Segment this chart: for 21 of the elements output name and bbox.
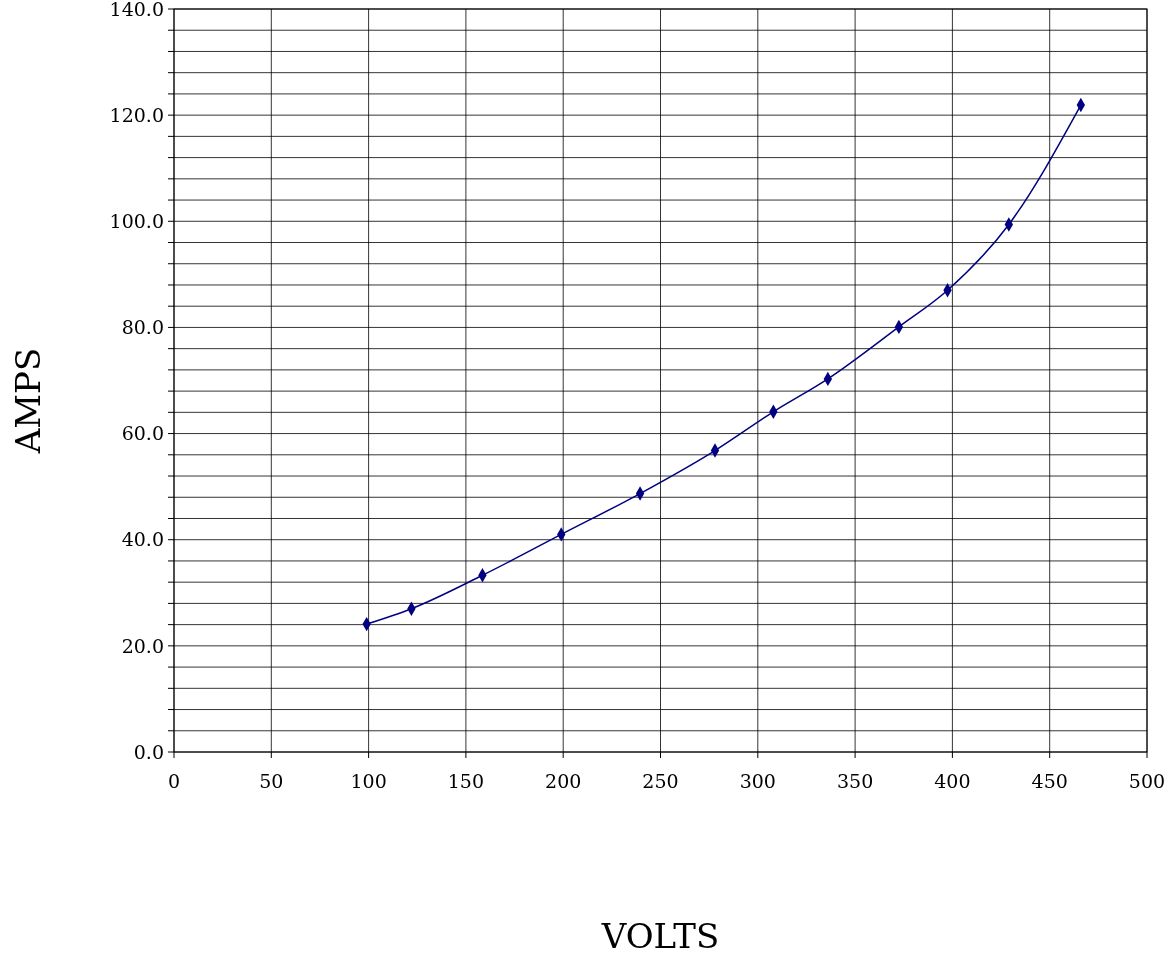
y-tick-label: 80.0 [121, 316, 164, 339]
x-tick-label: 150 [447, 770, 485, 792]
y-tick-label: 0.0 [133, 740, 164, 763]
y-tick-label: 120.0 [109, 103, 164, 126]
y-tick-label: 100.0 [109, 209, 164, 232]
x-tick-label: 450 [1031, 770, 1068, 792]
y-tick-label: 60.0 [121, 422, 164, 445]
y-tick-label: 140.0 [109, 0, 164, 20]
x-axis-title: VOLTS [600, 916, 720, 955]
y-axis-title: AMPS [8, 347, 48, 455]
x-tick-label: 100 [350, 770, 387, 792]
x-tick-label: 250 [642, 770, 679, 792]
x-tick-label: 300 [739, 770, 776, 792]
x-tick-label: 50 [259, 770, 284, 792]
y-tick-label: 40.0 [121, 528, 164, 551]
x-tick-label: 200 [545, 770, 582, 792]
y-tick-label: 20.0 [121, 634, 164, 657]
x-tick-label: 350 [836, 770, 874, 792]
x-tick-label: 400 [934, 770, 971, 792]
x-tick-label: 0 [167, 770, 181, 792]
x-tick-label: 500 [1128, 770, 1166, 792]
